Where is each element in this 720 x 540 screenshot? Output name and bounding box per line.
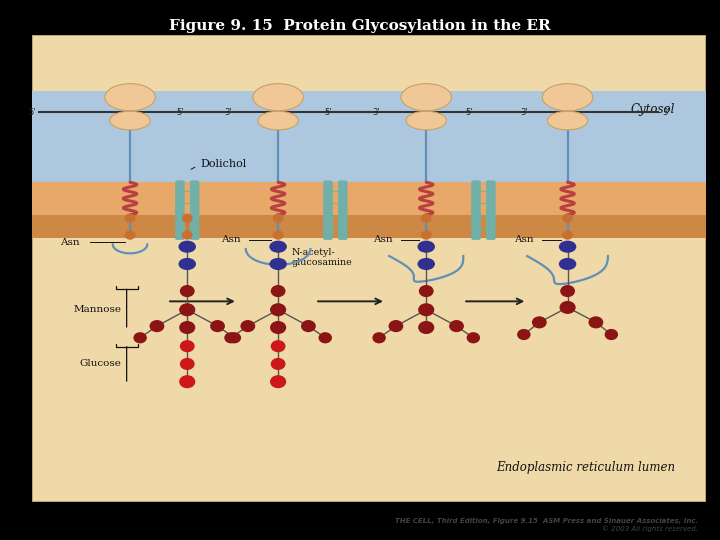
Ellipse shape	[150, 320, 164, 332]
Bar	[32, 215, 706, 238]
Text: 5': 5'	[28, 107, 36, 117]
Text: Glucose: Glucose	[79, 360, 121, 368]
Ellipse shape	[449, 320, 464, 332]
Text: 5': 5'	[466, 107, 473, 117]
Ellipse shape	[270, 303, 286, 316]
Text: Mannose: Mannose	[73, 305, 121, 314]
Ellipse shape	[547, 111, 588, 130]
Ellipse shape	[224, 332, 238, 343]
Ellipse shape	[588, 316, 603, 328]
Ellipse shape	[420, 231, 431, 240]
Ellipse shape	[517, 329, 531, 340]
Ellipse shape	[228, 332, 241, 343]
FancyBboxPatch shape	[338, 181, 347, 240]
Ellipse shape	[105, 84, 156, 111]
Ellipse shape	[271, 285, 286, 297]
Circle shape	[559, 241, 576, 253]
Ellipse shape	[179, 321, 195, 334]
Text: 5': 5'	[325, 107, 332, 117]
Ellipse shape	[270, 321, 286, 334]
Ellipse shape	[180, 340, 194, 352]
Text: 3': 3'	[521, 107, 528, 117]
Text: 5': 5'	[176, 107, 184, 117]
Text: 3': 3'	[224, 107, 232, 117]
Circle shape	[269, 258, 287, 270]
Ellipse shape	[406, 111, 446, 130]
Ellipse shape	[560, 285, 575, 297]
FancyBboxPatch shape	[472, 181, 480, 240]
Ellipse shape	[273, 213, 284, 223]
Text: Asn: Asn	[373, 235, 392, 244]
Ellipse shape	[389, 320, 403, 332]
Circle shape	[269, 241, 287, 253]
Bar	[32, 182, 706, 215]
Ellipse shape	[273, 231, 284, 240]
Text: Dolichol: Dolichol	[201, 159, 247, 168]
Ellipse shape	[542, 84, 593, 111]
FancyBboxPatch shape	[487, 181, 495, 240]
Ellipse shape	[562, 231, 573, 240]
Ellipse shape	[418, 303, 434, 316]
Circle shape	[179, 258, 196, 270]
Ellipse shape	[418, 321, 434, 334]
Text: Cytosol: Cytosol	[631, 103, 675, 116]
Ellipse shape	[179, 303, 195, 316]
Text: N-acetyl-
glucosamine: N-acetyl- glucosamine	[292, 248, 352, 267]
Ellipse shape	[271, 358, 286, 370]
Ellipse shape	[180, 285, 194, 297]
Circle shape	[179, 241, 196, 253]
FancyBboxPatch shape	[323, 181, 333, 240]
Circle shape	[418, 258, 435, 270]
Circle shape	[418, 241, 435, 253]
FancyBboxPatch shape	[190, 181, 199, 240]
Ellipse shape	[125, 231, 135, 240]
Text: Asn: Asn	[222, 235, 241, 244]
Ellipse shape	[179, 375, 195, 388]
Ellipse shape	[210, 320, 225, 332]
Ellipse shape	[419, 285, 433, 297]
Bar	[32, 91, 706, 206]
Ellipse shape	[401, 84, 451, 111]
Ellipse shape	[318, 332, 332, 343]
Ellipse shape	[182, 213, 193, 223]
Ellipse shape	[562, 213, 573, 223]
Text: Endoplasmic reticulum lumen: Endoplasmic reticulum lumen	[496, 461, 675, 474]
Ellipse shape	[270, 375, 286, 388]
Ellipse shape	[182, 231, 193, 240]
Ellipse shape	[532, 316, 546, 328]
Ellipse shape	[271, 340, 286, 352]
Text: 3': 3'	[372, 107, 380, 117]
Ellipse shape	[301, 320, 316, 332]
Ellipse shape	[467, 332, 480, 343]
Ellipse shape	[240, 320, 255, 332]
Ellipse shape	[133, 332, 147, 343]
Ellipse shape	[253, 84, 303, 111]
Ellipse shape	[258, 111, 298, 130]
Ellipse shape	[420, 213, 431, 223]
FancyBboxPatch shape	[176, 181, 184, 240]
Ellipse shape	[125, 213, 135, 223]
Text: Asn: Asn	[60, 238, 79, 247]
Ellipse shape	[110, 111, 150, 130]
Circle shape	[559, 258, 576, 270]
Text: 3': 3'	[662, 107, 670, 117]
Ellipse shape	[180, 358, 194, 370]
Text: © 2003 All rights reserved.: © 2003 All rights reserved.	[603, 526, 698, 532]
Text: THE CELL, Third Edition, Figure 9.15  ASM Press and Sinauer Associates, Inc.: THE CELL, Third Edition, Figure 9.15 ASM…	[395, 518, 698, 524]
Ellipse shape	[372, 332, 386, 343]
Text: Asn: Asn	[514, 235, 534, 244]
Ellipse shape	[559, 301, 576, 314]
Text: Figure 9. 15  Protein Glycosylation in the ER: Figure 9. 15 Protein Glycosylation in th…	[169, 19, 551, 33]
Ellipse shape	[605, 329, 618, 340]
